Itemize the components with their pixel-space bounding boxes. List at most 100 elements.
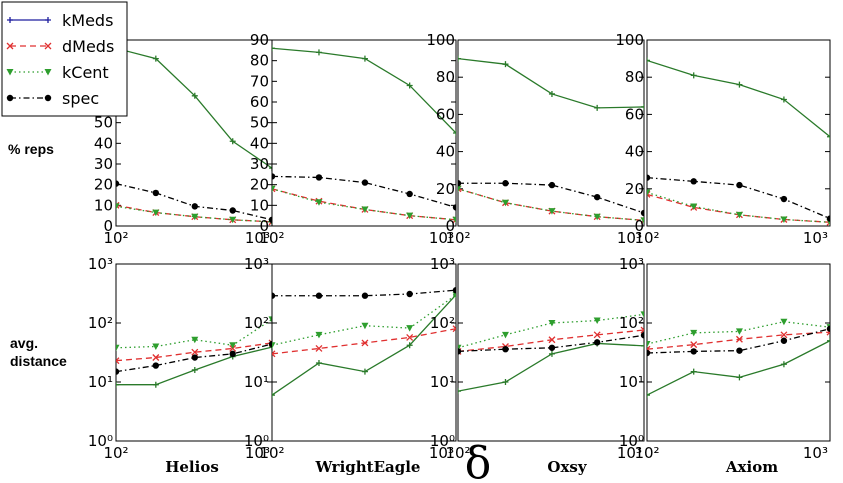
plot-frame (271, 39, 457, 227)
data-point-kcent (191, 336, 199, 344)
legend-label-spec: spec (62, 89, 99, 108)
series-line-kcent (458, 188, 644, 222)
row-label-distance: distance (10, 353, 67, 369)
legend-label-kmeds: kMeds (62, 11, 113, 30)
x-tick-label: 10³ (429, 229, 454, 247)
data-point-kmeds (690, 72, 697, 79)
data-point-kcent (452, 291, 456, 299)
series-line-kcent (116, 205, 272, 223)
y-tick-label: 10³ (619, 255, 644, 273)
data-point-spec (152, 362, 160, 369)
data-point-dmeds (315, 345, 323, 352)
legend-marker-dmeds (6, 42, 14, 50)
series-line-dmeds (116, 342, 272, 362)
data-point-spec (736, 181, 743, 189)
series-line-kcent (647, 321, 830, 345)
y-tick-label: 10 (250, 196, 269, 214)
x-tick-label: 10³ (245, 444, 270, 462)
legend: kMeds dMeds kCent spec (1, 1, 128, 117)
x-tick-label: 10² (103, 444, 128, 462)
y-tick-label: 70 (250, 72, 269, 90)
series-line-dmeds (458, 188, 644, 222)
series-line-kmeds (647, 59, 830, 138)
data-point-spec (458, 180, 462, 187)
data-point-spec (548, 181, 556, 189)
data-point-kcent (268, 316, 272, 323)
data-point-spec (502, 345, 509, 353)
series-line-dmeds (272, 188, 456, 221)
data-point-kmeds (229, 138, 236, 145)
data-point-kmeds (269, 344, 272, 351)
data-point-spec (272, 292, 276, 299)
data-point-kcent (690, 203, 698, 210)
series-group (458, 55, 644, 224)
data-point-dmeds (735, 335, 743, 343)
data-point-kmeds (361, 368, 368, 375)
data-point-kcent (229, 342, 237, 349)
data-point-kcent (116, 203, 120, 210)
data-point-spec (690, 348, 697, 355)
data-point-kmeds (641, 342, 644, 349)
data-point-spec (361, 292, 369, 299)
data-point-dmeds (593, 331, 601, 339)
x-tick-label: 10² (259, 229, 284, 247)
y-tick-label: 40 (625, 143, 644, 161)
panel-helios-distance: 10⁰ 10¹ 10² 10³ 10² 10³ (88, 255, 273, 462)
data-point-kcent (452, 216, 456, 224)
x-axis-symbol: δ (465, 438, 492, 483)
data-point-spec (315, 292, 323, 299)
y-tick-label: 0 (445, 217, 455, 235)
row-label-avg: avg. (10, 335, 38, 351)
x-tick-label: 10² (445, 444, 470, 462)
legend-marker-kmeds (7, 17, 13, 23)
data-point-kcent (548, 320, 556, 327)
row-label-reps: % reps (8, 141, 54, 157)
data-point-kmeds (827, 133, 830, 140)
series-group (116, 316, 272, 388)
data-point-spec (452, 286, 456, 294)
data-point-kmeds (690, 368, 697, 375)
data-point-spec (191, 354, 199, 361)
data-point-kcent (647, 189, 651, 197)
data-point-spec (191, 203, 199, 210)
y-tick-label: 60 (436, 105, 455, 123)
data-point-dmeds (780, 331, 788, 339)
y-tick-label: 100 (615, 31, 644, 49)
data-point-kcent (229, 216, 237, 224)
data-point-kmeds (152, 381, 159, 388)
data-point-kcent (406, 325, 414, 332)
data-point-kmeds (272, 45, 275, 52)
data-point-spec (406, 290, 413, 298)
data-point-kmeds (736, 81, 743, 88)
series-group (272, 286, 456, 399)
data-point-spec (315, 174, 323, 181)
y-tick-label: 20 (250, 176, 269, 194)
x-tick-label: 10² (103, 229, 128, 247)
data-point-spec (593, 339, 601, 346)
data-point-spec (116, 180, 120, 187)
data-point-kcent (735, 328, 743, 335)
data-point-kcent (690, 329, 698, 337)
data-point-spec (268, 340, 272, 348)
data-point-kmeds (453, 291, 456, 298)
data-point-dmeds (406, 333, 414, 341)
x-tick-label: 10² (259, 444, 284, 462)
y-tick-label: 50 (250, 114, 269, 132)
series-line-spec (272, 175, 456, 209)
data-point-kcent (593, 317, 601, 325)
data-point-spec (361, 179, 369, 186)
data-point-kmeds (594, 104, 601, 111)
data-point-spec (640, 332, 644, 339)
data-point-spec (780, 337, 788, 344)
data-point-dmeds (640, 326, 644, 334)
data-point-kmeds (272, 392, 275, 399)
panel-helios-reps: 0 10 20 30 40 50 10² 10³ (94, 39, 273, 247)
team-label-helios: Helios (165, 458, 219, 476)
data-point-kcent (501, 331, 509, 339)
y-tick-label: 40 (436, 143, 455, 161)
data-point-kmeds (780, 96, 787, 103)
series-line-kmeds (458, 57, 644, 109)
y-tick-label: 20 (436, 180, 455, 198)
